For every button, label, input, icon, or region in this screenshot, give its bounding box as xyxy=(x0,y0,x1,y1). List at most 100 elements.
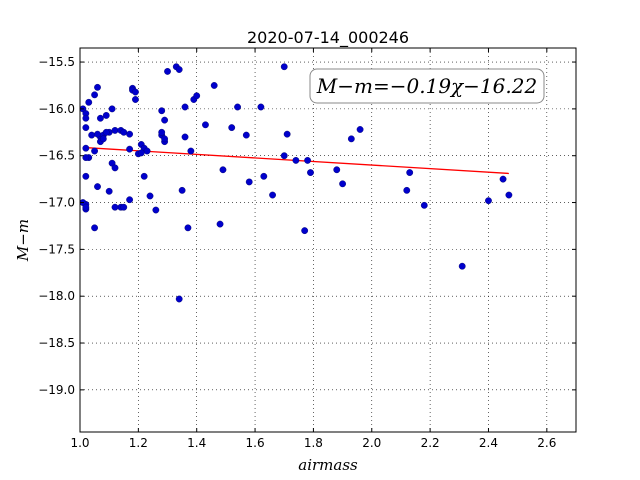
data-point xyxy=(257,103,265,111)
data-point xyxy=(219,166,227,174)
data-point xyxy=(181,133,189,141)
data-point xyxy=(82,144,90,152)
data-point xyxy=(126,196,134,204)
data-point xyxy=(280,63,288,71)
data-point xyxy=(234,103,241,111)
axis-ticks: 1.0 1.2 1.4 1.6 1.8 2.0 2.2 2.4 2.6 −15.5 −16.0 −16… xyxy=(38,48,576,450)
data-point xyxy=(485,197,492,205)
x-tick-label: 1.4 xyxy=(187,436,206,450)
equation-text: M−m=−0.19χ−16.22 xyxy=(316,74,537,98)
data-point xyxy=(82,172,90,180)
data-point xyxy=(105,187,113,195)
data-point xyxy=(82,154,90,161)
data-point xyxy=(82,124,90,132)
chart-title: 2020-07-14_000246 xyxy=(247,28,409,48)
data-point xyxy=(406,169,414,176)
data-point xyxy=(126,145,134,153)
x-tick-label: 1.8 xyxy=(304,436,323,450)
data-point xyxy=(333,166,341,174)
data-point xyxy=(97,114,104,122)
y-tick-label: −18.5 xyxy=(38,336,75,350)
y-axis-label: M−m xyxy=(14,219,32,262)
data-point xyxy=(120,128,128,136)
data-point xyxy=(202,121,209,129)
data-point xyxy=(292,156,300,164)
data-point xyxy=(161,116,169,124)
y-tick-label: −16.5 xyxy=(38,149,75,163)
data-point xyxy=(178,186,186,194)
data-point xyxy=(356,126,364,133)
y-tick-label: −17.0 xyxy=(38,196,75,210)
x-tick-label: 2.0 xyxy=(362,436,381,450)
data-point xyxy=(99,135,107,143)
y-tick-label: −18.0 xyxy=(38,289,75,303)
data-point xyxy=(304,156,311,164)
data-point xyxy=(403,186,411,194)
data-point xyxy=(102,128,110,136)
y-tick-label: −17.5 xyxy=(38,242,75,256)
data-point xyxy=(137,149,145,157)
y-tick-label: −16.0 xyxy=(38,102,75,116)
data-point xyxy=(146,192,154,200)
data-point xyxy=(280,152,288,160)
data-point xyxy=(94,183,101,191)
x-axis-label: airmass xyxy=(298,456,358,474)
data-point xyxy=(283,130,291,138)
x-tick-label: 2.6 xyxy=(537,436,556,450)
data-point xyxy=(175,295,183,303)
data-point xyxy=(111,127,119,134)
data-point xyxy=(175,66,183,73)
data-point xyxy=(132,88,139,96)
data-point xyxy=(158,128,166,136)
data-point xyxy=(120,203,128,211)
plot-area xyxy=(80,48,576,432)
data-point xyxy=(184,224,192,232)
data-point xyxy=(91,147,98,155)
data-point xyxy=(158,107,166,115)
data-point xyxy=(102,112,110,119)
y-tick-label: −19.0 xyxy=(38,383,75,397)
x-tick-label: 2.4 xyxy=(479,436,498,450)
plot-frame xyxy=(79,47,577,433)
data-point xyxy=(339,180,346,188)
data-point xyxy=(164,68,171,75)
grid-lines xyxy=(79,48,576,432)
data-point xyxy=(216,220,224,228)
data-point xyxy=(132,96,139,103)
data-point xyxy=(94,130,101,138)
data-point xyxy=(82,114,90,122)
data-point xyxy=(458,262,466,270)
data-point xyxy=(88,131,96,139)
data-point xyxy=(152,206,160,214)
x-tick-label: 1.6 xyxy=(246,436,265,450)
data-point xyxy=(108,105,116,113)
data-point xyxy=(420,201,428,209)
data-point xyxy=(91,91,98,99)
data-point xyxy=(228,124,236,132)
x-tick-label: 2.2 xyxy=(421,436,440,450)
data-point xyxy=(126,130,134,138)
equation-box-frame xyxy=(309,68,545,104)
data-point xyxy=(111,203,119,211)
data-point xyxy=(307,169,314,176)
x-tick-label: 1.2 xyxy=(129,436,148,450)
data-point xyxy=(505,191,513,199)
x-tick-label: 1.0 xyxy=(70,436,89,450)
data-point xyxy=(94,83,101,91)
data-point xyxy=(260,172,268,180)
data-point xyxy=(210,82,218,89)
data-point xyxy=(91,224,98,232)
data-point xyxy=(242,131,250,139)
data-point xyxy=(269,191,276,199)
data-point xyxy=(140,172,148,180)
data-point xyxy=(143,147,151,155)
data-point xyxy=(193,92,201,100)
data-point xyxy=(161,135,169,143)
data-point xyxy=(181,103,189,111)
equation-box: M−m=−0.19χ−16.22 xyxy=(309,68,545,104)
data-point xyxy=(347,135,355,143)
data-point xyxy=(111,164,119,172)
data-point xyxy=(82,203,90,211)
y-tick-label: −15.5 xyxy=(38,55,75,69)
